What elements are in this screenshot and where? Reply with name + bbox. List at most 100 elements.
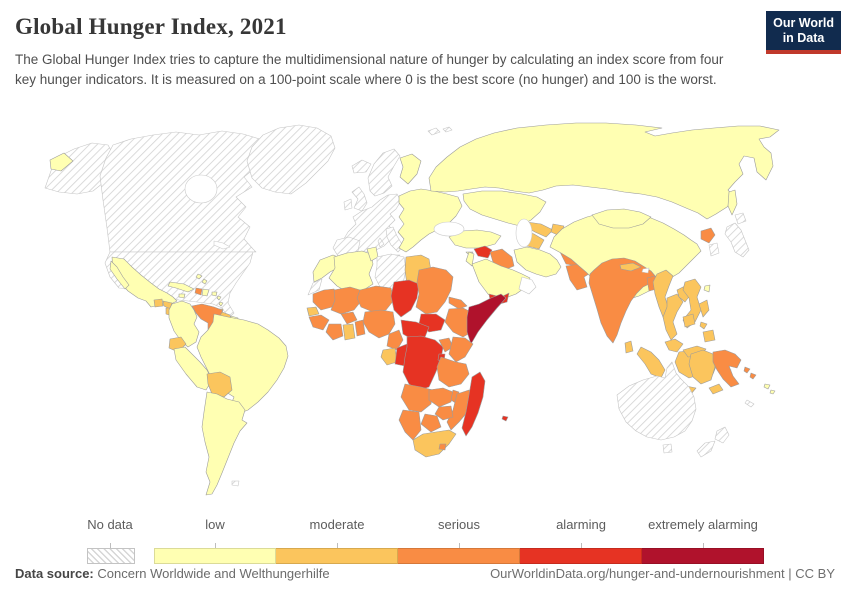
- country-cote-divoire[interactable]: [325, 323, 344, 341]
- country-kenya[interactable]: [448, 336, 474, 363]
- country-cuba[interactable]: [167, 281, 195, 293]
- country-solomon-islands[interactable]: [749, 372, 757, 380]
- country-new-zealand[interactable]: [714, 426, 730, 444]
- country-madagascar[interactable]: [461, 371, 486, 437]
- country-russia-sakhalin[interactable]: [727, 189, 738, 216]
- country-timor-leste[interactable]: [708, 383, 724, 395]
- country-eastern-europe[interactable]: [397, 188, 463, 253]
- country-mexico[interactable]: [111, 256, 178, 308]
- country-solomon-islands[interactable]: [743, 366, 751, 374]
- country-north-korea[interactable]: [700, 227, 716, 244]
- country-dominican-republic[interactable]: [201, 288, 210, 297]
- country-japan-hokkaido[interactable]: [734, 212, 747, 225]
- country-russia[interactable]: [428, 122, 780, 220]
- country-jamaica[interactable]: [178, 293, 186, 299]
- country-chad[interactable]: [390, 279, 420, 318]
- country-argentina-chile[interactable]: [201, 391, 248, 496]
- country-angola[interactable]: [400, 383, 434, 413]
- country-colombia[interactable]: [168, 300, 200, 348]
- country-fiji[interactable]: [763, 383, 771, 390]
- legend-no-data-swatch[interactable]: [87, 548, 135, 564]
- country-sri-lanka[interactable]: [624, 340, 634, 354]
- country-cameroon[interactable]: [386, 329, 404, 351]
- country-bahamas[interactable]: [201, 278, 208, 285]
- country-iceland[interactable]: [351, 159, 372, 174]
- country-russia-chukotka[interactable]: [49, 152, 74, 172]
- legend-swatch-serious[interactable]: [398, 548, 520, 564]
- legend-swatch-moderate[interactable]: [276, 548, 398, 564]
- country-united-kingdom[interactable]: [351, 186, 368, 212]
- country-greenland[interactable]: [246, 124, 336, 195]
- country-finland[interactable]: [399, 153, 422, 185]
- country-papua-new-guinea[interactable]: [712, 349, 742, 388]
- country-cambodia[interactable]: [682, 313, 696, 328]
- country-syria[interactable]: [473, 245, 493, 259]
- country-burkina-faso[interactable]: [340, 311, 358, 325]
- country-eritrea[interactable]: [448, 296, 468, 310]
- country-corsica-sardinia[interactable]: [377, 237, 385, 248]
- country-philippines[interactable]: [698, 299, 710, 318]
- country-botswana[interactable]: [420, 413, 442, 433]
- country-somalia[interactable]: [466, 293, 507, 345]
- country-guinea-region[interactable]: [308, 314, 330, 331]
- country-turkey[interactable]: [448, 229, 502, 249]
- country-south-africa[interactable]: [412, 429, 457, 458]
- country-indonesia-papua[interactable]: [688, 349, 716, 385]
- country-india[interactable]: [588, 257, 657, 344]
- country-thailand[interactable]: [662, 293, 684, 341]
- country-ireland[interactable]: [343, 198, 353, 211]
- country-new-zealand[interactable]: [696, 440, 716, 458]
- country-malaysia[interactable]: [664, 338, 684, 353]
- country-lesotho[interactable]: [438, 443, 447, 451]
- country-mauritius[interactable]: [501, 415, 509, 422]
- legend-swatch-low[interactable]: [154, 548, 276, 564]
- country-gabon[interactable]: [380, 347, 398, 366]
- country-iran[interactable]: [513, 246, 562, 278]
- country-togo-benin[interactable]: [354, 319, 366, 337]
- country-senegal[interactable]: [306, 306, 320, 317]
- country-bhutan[interactable]: [641, 267, 650, 274]
- country-oman[interactable]: [518, 276, 537, 295]
- country-australia-tasmania[interactable]: [662, 443, 673, 454]
- country-south-korea[interactable]: [708, 242, 720, 257]
- country-kazakhstan[interactable]: [462, 190, 547, 227]
- country-taiwan[interactable]: [703, 284, 711, 293]
- country-mexico-baja[interactable]: [109, 260, 130, 290]
- country-lesser-antilles[interactable]: [216, 295, 222, 301]
- country-scandinavia[interactable]: [367, 148, 401, 197]
- country-lesser-antilles[interactable]: [218, 301, 224, 307]
- country-bahamas[interactable]: [195, 273, 203, 280]
- country-mongolia[interactable]: [591, 208, 652, 229]
- country-dr-congo[interactable]: [402, 335, 444, 391]
- country-falkland-islands[interactable]: [231, 480, 240, 487]
- country-puerto-rico[interactable]: [211, 291, 218, 297]
- country-new-caledonia[interactable]: [744, 399, 755, 408]
- country-philippines[interactable]: [699, 321, 708, 330]
- country-zambia[interactable]: [428, 387, 454, 408]
- country-namibia[interactable]: [398, 409, 422, 441]
- legend-swatch-extremely-alarming[interactable]: [642, 548, 764, 564]
- country-indonesia-sumatra[interactable]: [636, 346, 666, 379]
- country-guatemala[interactable]: [153, 298, 164, 308]
- country-niger[interactable]: [356, 285, 395, 313]
- country-ghana[interactable]: [342, 323, 356, 341]
- country-mali[interactable]: [330, 286, 363, 315]
- country-philippines[interactable]: [702, 329, 716, 343]
- country-nepal[interactable]: [619, 262, 642, 272]
- country-fiji[interactable]: [769, 389, 776, 395]
- country-japan[interactable]: [724, 222, 750, 258]
- country-canada[interactable]: [99, 130, 264, 253]
- owid-link[interactable]: OurWorldinData.org/hunger-and-undernouri…: [490, 566, 785, 581]
- legend-swatch-alarming[interactable]: [520, 548, 642, 564]
- owid-logo[interactable]: Our World in Data: [766, 11, 841, 54]
- country-australia[interactable]: [616, 361, 697, 441]
- country-zimbabwe[interactable]: [434, 405, 454, 421]
- country-levant[interactable]: [465, 251, 475, 267]
- country-algeria[interactable]: [328, 250, 374, 294]
- country-sudan[interactable]: [415, 266, 454, 315]
- country-svalbard[interactable]: [442, 126, 453, 133]
- country-bolivia[interactable]: [206, 371, 233, 398]
- country-tanzania[interactable]: [436, 356, 470, 388]
- country-western-sahara[interactable]: [307, 278, 323, 296]
- country-svalbard[interactable]: [427, 127, 441, 136]
